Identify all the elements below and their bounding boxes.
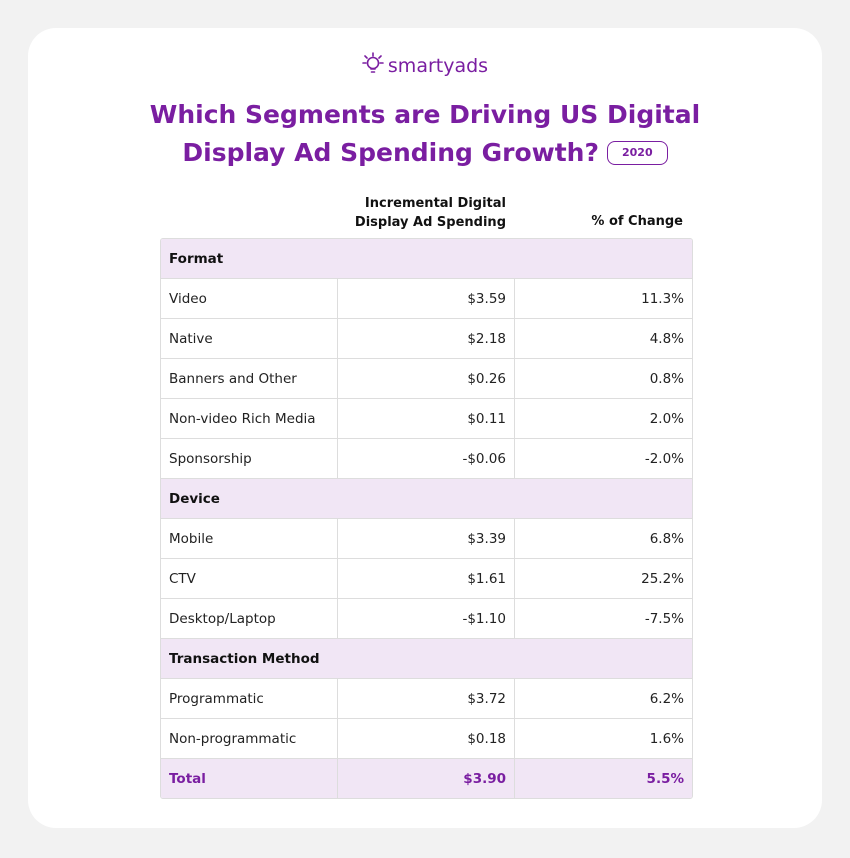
table-cell: 6.8% <box>649 530 684 547</box>
table-row: Programmatic $3.72 6.2% <box>161 678 692 718</box>
table-cell: Programmatic <box>161 679 338 718</box>
table-row: CTV $1.61 25.2% <box>161 558 692 598</box>
table-cell: -$1.10 <box>338 599 515 638</box>
table-cell: Banners and Other <box>161 359 338 398</box>
table-cell: 0.8% <box>649 370 684 387</box>
title: Which Segments are Driving US Digital Di… <box>95 96 755 172</box>
logo-text: smartyads <box>387 55 489 77</box>
table: Format Video $3.59 11.3% Native $2.18 4.8% Bann… <box>160 238 693 799</box>
table-row: Non-video Rich Media $0.11 2.0% <box>161 398 692 438</box>
table-cell: -$0.06 <box>338 439 515 478</box>
total-cell: Total <box>161 759 338 798</box>
section-row: Device <box>161 478 692 518</box>
total-cell: 5.5% <box>646 770 684 787</box>
title-text: Which Segments are Driving US Digital Di… <box>149 100 701 167</box>
table-cell: -2.0% <box>644 450 684 467</box>
section-row: Format <box>161 239 692 278</box>
table-row: Desktop/Laptop -$1.10 -7.5% <box>161 598 692 638</box>
table-row: Non-programmatic $0.18 1.6% <box>161 718 692 758</box>
logo-icon <box>362 52 384 73</box>
table-cell: 25.2% <box>641 570 684 587</box>
table-cell: $0.26 <box>338 359 515 398</box>
table-cell: CTV <box>161 559 338 598</box>
table-cell: $0.18 <box>338 719 515 758</box>
section-name: Transaction Method <box>169 650 320 667</box>
logo: smartyads <box>0 52 850 77</box>
table-cell: Native <box>161 319 338 358</box>
table-row: Mobile $3.39 6.8% <box>161 518 692 558</box>
table-row: Video $3.59 11.3% <box>161 278 692 318</box>
table-cell: 11.3% <box>641 290 684 307</box>
table-cell: 4.8% <box>649 330 684 347</box>
total-row: Total $3.90 5.5% <box>161 758 692 798</box>
table-cell: -7.5% <box>644 610 684 627</box>
section-row: Transaction Method <box>161 638 692 678</box>
table-cell: Non-programmatic <box>161 719 338 758</box>
table-cell: Desktop/Laptop <box>161 599 338 638</box>
table-cell: $1.61 <box>338 559 515 598</box>
table-cell: Non-video Rich Media <box>161 399 338 438</box>
table-cell: Sponsorship <box>161 439 338 478</box>
table-row: Native $2.18 4.8% <box>161 318 692 358</box>
year-badge: 2020 <box>606 141 668 165</box>
section-name: Device <box>169 490 220 507</box>
table-cell: 2.0% <box>649 410 684 427</box>
table-row: Banners and Other $0.26 0.8% <box>161 358 692 398</box>
table-cell: $2.18 <box>338 319 515 358</box>
table-cell: $3.39 <box>338 519 515 558</box>
table-row: Sponsorship -$0.06 -2.0% <box>161 438 692 478</box>
table-cell: 1.6% <box>649 730 684 747</box>
total-cell: $3.90 <box>338 759 515 798</box>
column-header: Incremental Digital Display Ad Spending <box>354 196 506 230</box>
section-name: Format <box>169 250 224 267</box>
table-cell: Mobile <box>161 519 338 558</box>
table-cell: $3.59 <box>338 279 515 318</box>
table-cell: 6.2% <box>649 690 684 707</box>
table-cell: $0.11 <box>338 399 515 438</box>
table-cell: $3.72 <box>338 679 515 718</box>
column-header: % of Change <box>591 214 683 229</box>
table-cell: Video <box>161 279 338 318</box>
